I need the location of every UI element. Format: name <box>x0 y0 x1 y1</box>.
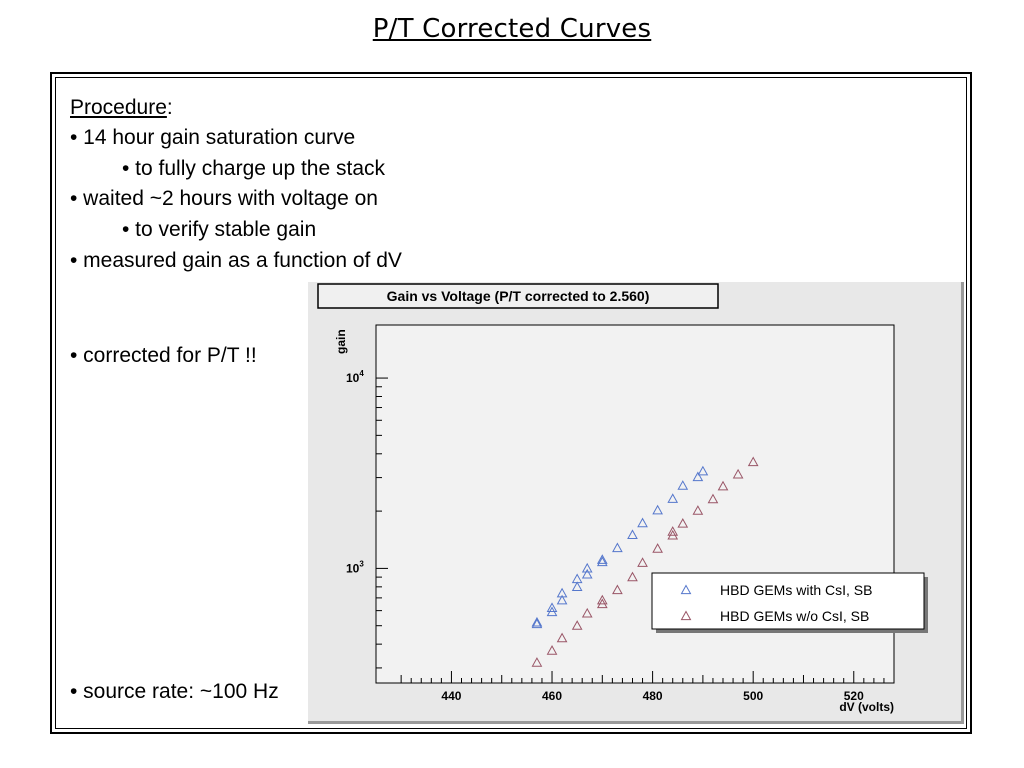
data-point <box>596 556 608 567</box>
subbullet-stable-gain: • to verify stable gain <box>122 218 317 241</box>
data-point <box>556 594 568 605</box>
legend-label: HBD GEMs with CsI, SB <box>720 582 872 598</box>
data-point <box>556 632 568 643</box>
bullet-source-rate: • source rate: ~100 Hz <box>70 680 279 703</box>
legend-box <box>651 572 925 630</box>
data-point <box>732 468 744 479</box>
legend-marker <box>680 610 692 621</box>
data-point <box>571 581 583 591</box>
data-point <box>581 607 593 618</box>
data-point <box>627 529 638 539</box>
data-point <box>531 616 543 627</box>
data-point <box>637 557 648 567</box>
plot-title: Gain vs Voltage (P/T corrected to 2.560) <box>387 288 650 304</box>
data-point <box>596 594 608 605</box>
y-axis-label: gain <box>334 329 348 354</box>
procedure-heading-line: Procedure: <box>70 96 173 120</box>
x-tick-label: 500 <box>743 689 763 703</box>
x-tick-label: 440 <box>441 689 461 703</box>
data-point <box>612 542 623 553</box>
data-point <box>571 573 583 584</box>
data-point <box>707 493 719 504</box>
data-point <box>637 517 648 528</box>
data-point <box>677 480 689 490</box>
subbullet-charge-stack: • to fully charge up the stack <box>122 157 385 180</box>
gain-vs-voltage-chart: Gain vs Voltage (P/T corrected to 2.560)… <box>317 283 928 714</box>
procedure-colon: : <box>166 96 173 119</box>
plot-title-box <box>317 283 719 309</box>
slide-title: P/T Corrected Curves <box>372 14 652 44</box>
x-tick-label: 480 <box>643 689 663 703</box>
data-point <box>697 465 709 476</box>
procedure-heading: Procedure <box>70 96 167 119</box>
data-point <box>596 554 608 564</box>
data-point <box>717 480 729 491</box>
data-point <box>667 493 679 503</box>
x-axis-label: dV (volts) <box>839 700 894 714</box>
data-point <box>692 471 704 482</box>
data-point <box>546 602 558 613</box>
y-tick-label: 104 <box>346 369 364 385</box>
data-point <box>531 618 543 629</box>
data-point <box>581 562 593 573</box>
data-point <box>546 645 558 655</box>
data-point <box>581 568 593 579</box>
data-point <box>667 526 679 536</box>
content-frame-inner <box>55 77 967 729</box>
data-point <box>571 620 583 630</box>
data-point <box>612 584 623 595</box>
legend-label: HBD GEMs w/o CsI, SB <box>720 608 869 624</box>
y-tick-label: 103 <box>346 559 364 575</box>
bullet-corrected-pt: • corrected for P/T !! <box>70 344 257 367</box>
data-point <box>556 587 568 598</box>
bullet-waited: • waited ~2 hours with voltage on <box>70 187 378 210</box>
data-point <box>692 505 704 515</box>
legend: HBD GEMs with CsI, SB HBD GEMs w/o CsI, S… <box>651 572 928 633</box>
data-point <box>652 543 663 553</box>
bullet-gain-saturation: • 14 hour gain saturation curve <box>70 126 356 149</box>
data-point <box>531 657 543 667</box>
bullet-measured-gain: • measured gain as a function of dV <box>70 249 402 272</box>
legend-marker <box>680 584 692 595</box>
data-point <box>677 518 689 528</box>
data-point <box>627 571 638 582</box>
data-point <box>747 456 759 467</box>
x-tick-label: 460 <box>542 689 562 703</box>
content-frame-outer <box>50 72 972 734</box>
x-tick-label: 520 <box>844 689 864 703</box>
data-point <box>652 504 663 515</box>
